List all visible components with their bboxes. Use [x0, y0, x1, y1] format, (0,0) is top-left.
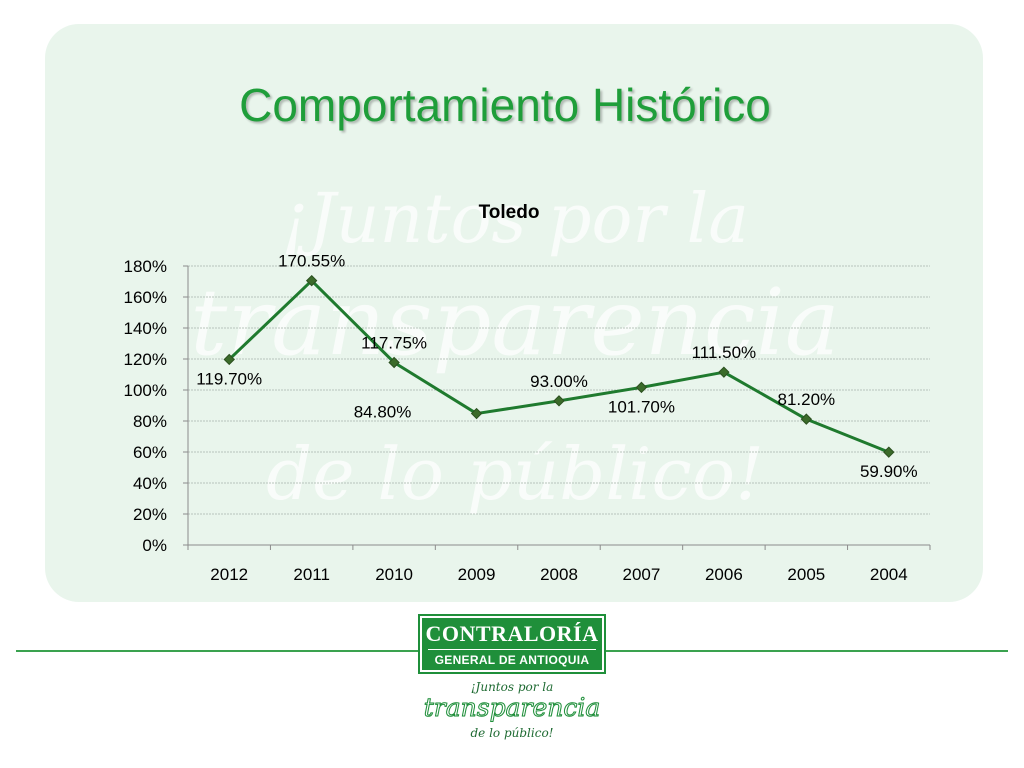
- footer-divider-left: [16, 650, 420, 652]
- y-tick-label: 120%: [124, 350, 167, 369]
- data-point-marker: [718, 366, 730, 378]
- series-line: [228, 279, 890, 454]
- x-tick-label: 2009: [458, 565, 496, 584]
- y-tick-label: 100%: [124, 381, 167, 400]
- data-label: 119.70%: [196, 369, 262, 388]
- data-point-marker: [800, 413, 813, 425]
- logo-badge: CONTRALORÍA GENERAL DE ANTIOQUIA: [418, 614, 606, 674]
- data-point-marker: [883, 446, 895, 458]
- data-point-marker: [305, 274, 318, 287]
- chart-title: Toledo: [479, 202, 540, 223]
- logo-subtitle: GENERAL DE ANTIOQUIA: [428, 649, 596, 668]
- data-label: 170.55%: [278, 252, 345, 271]
- series-line-layer: [228, 279, 890, 454]
- data-point-marker: [223, 353, 235, 366]
- y-tick-label: 180%: [124, 257, 167, 276]
- x-tick-label: 2005: [787, 565, 825, 584]
- x-tick-labels: 2012 2011 2010 2009 2008 2007 2006 2005 2004: [210, 565, 907, 584]
- x-tick-label: 2004: [870, 565, 908, 584]
- data-point-marker: [553, 395, 565, 407]
- logo-tagline-3: de lo público!: [470, 726, 554, 740]
- logo-title: CONTRALORÍA: [425, 621, 599, 646]
- data-labels: 119.70% 170.55% 117.75% 84.80% 93.00% 101.70%…: [196, 252, 917, 482]
- y-tick-label: 60%: [133, 443, 167, 462]
- data-point-marker: [388, 356, 400, 369]
- x-tick-label: 2006: [705, 565, 743, 584]
- logo-tagline-2: transparencia: [423, 693, 601, 722]
- data-label: 117.75%: [361, 333, 427, 352]
- data-label: 111.50%: [692, 343, 757, 362]
- logo-tagline-1: ¡Juntos por la: [470, 680, 554, 694]
- x-tick-label: 2010: [375, 565, 413, 584]
- data-label: 101.70%: [608, 397, 675, 416]
- slide-title: Comportamiento Histórico: [239, 79, 771, 131]
- data-label: 81.20%: [777, 390, 835, 409]
- gridlines: [188, 265, 930, 515]
- y-tick-label: 140%: [124, 319, 167, 338]
- x-tick-label: 2007: [623, 565, 661, 584]
- y-tick-label: 80%: [133, 412, 167, 431]
- footer-divider-right: [604, 650, 1008, 652]
- y-tick-label: 20%: [133, 505, 167, 524]
- data-label: 59.90%: [860, 462, 918, 481]
- series-markers: [223, 274, 895, 458]
- data-point-marker: [470, 407, 483, 420]
- x-tick-label: 2012: [210, 565, 248, 584]
- y-tick-label: 40%: [133, 474, 167, 493]
- contraloria-logo: CONTRALORÍA GENERAL DE ANTIOQUIA ¡Juntos…: [418, 614, 606, 740]
- data-label: 84.80%: [354, 403, 412, 422]
- y-tick-label: 160%: [124, 288, 167, 307]
- x-tick-label: 2011: [293, 565, 330, 584]
- axes: [183, 265, 931, 550]
- y-tick-labels: 0% 20% 40% 60% 80% 100% 120% 140% 160% 180%: [124, 257, 167, 555]
- data-label: 93.00%: [530, 372, 588, 391]
- data-point-marker: [635, 381, 648, 394]
- y-tick-label: 0%: [142, 536, 167, 555]
- x-tick-label: 2008: [540, 565, 578, 584]
